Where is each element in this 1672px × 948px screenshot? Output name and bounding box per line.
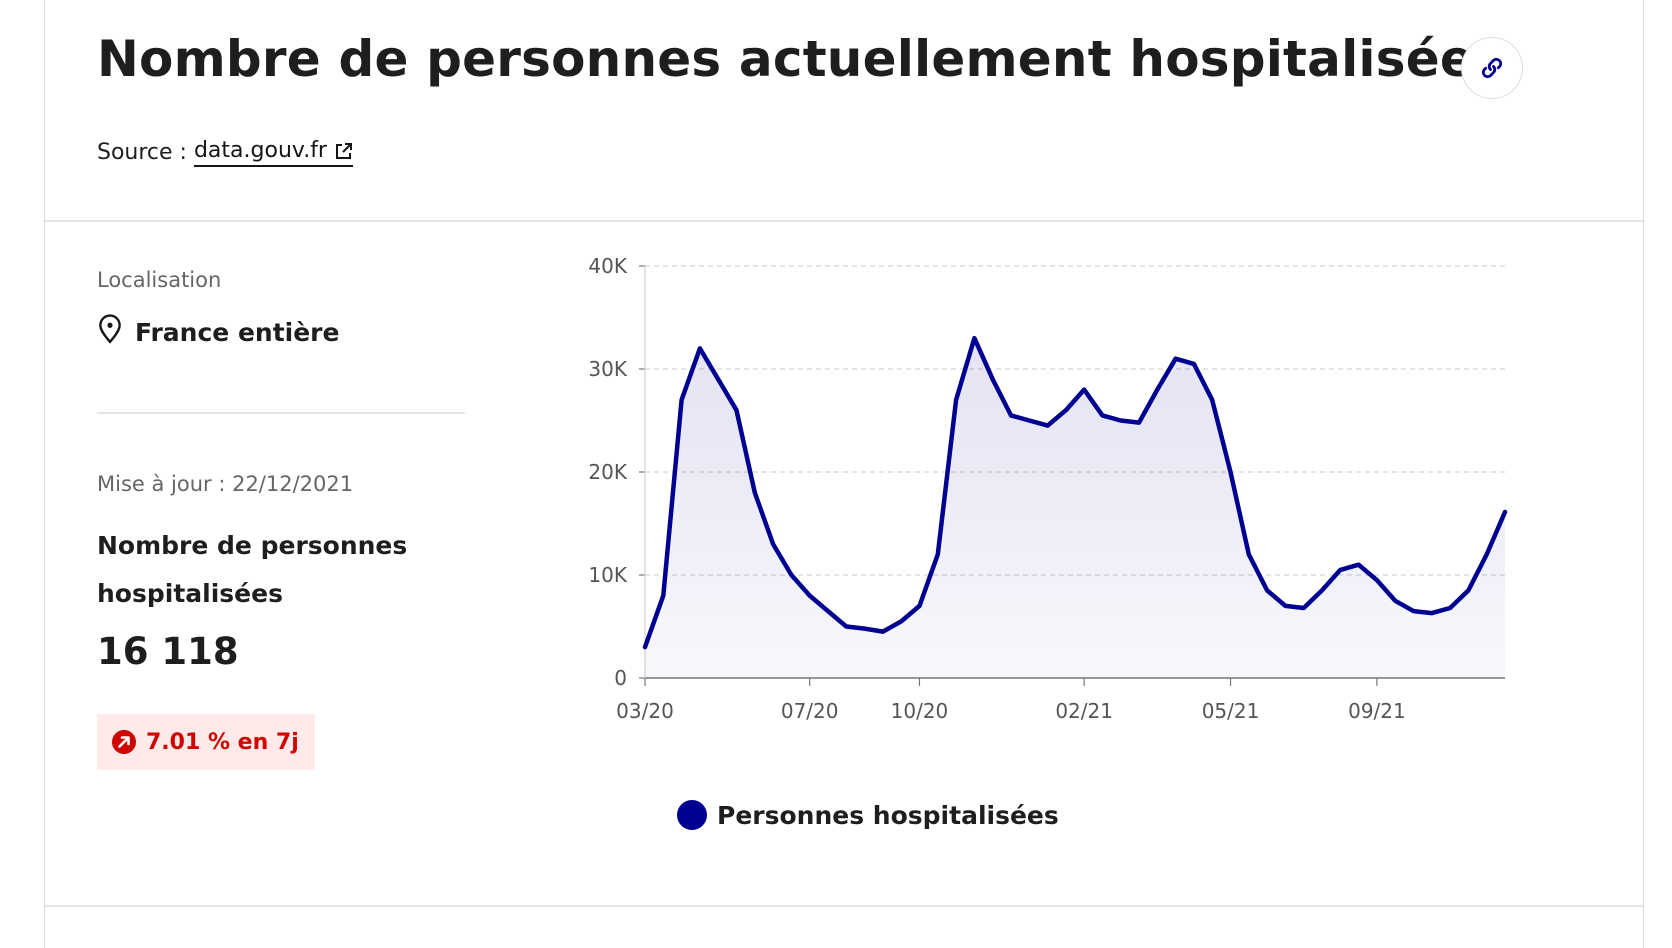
chart-card: Nombre de personnes actuellement hospita…	[44, 0, 1644, 948]
y-tick-label: 10K	[588, 563, 627, 587]
data-point	[1302, 606, 1306, 610]
location-label: Localisation	[97, 268, 222, 292]
data-point	[1229, 470, 1233, 474]
y-axis: 0 10K 20K 30K 40K	[588, 254, 646, 690]
legend-swatch	[677, 800, 707, 830]
source-link[interactable]: data.gouv.fr	[193, 138, 353, 167]
update-date: Mise à jour : 22/12/2021	[97, 472, 354, 496]
data-point	[1338, 568, 1342, 572]
metric-label: Nombre de personnes hospitalisées	[97, 531, 408, 608]
data-point	[680, 398, 684, 402]
source-line: Source : data.gouv.fr	[97, 138, 353, 167]
data-point	[734, 408, 738, 412]
data-point	[1174, 357, 1178, 361]
data-point	[1064, 408, 1068, 412]
data-point	[1320, 588, 1324, 592]
data-point	[643, 645, 647, 649]
series-line	[642, 335, 1508, 650]
data-point	[1009, 413, 1013, 417]
location-selector[interactable]: France entière	[97, 313, 340, 347]
data-point	[1393, 599, 1397, 603]
data-point	[881, 630, 885, 634]
location-value: France entière	[135, 318, 340, 347]
data-point	[899, 619, 903, 623]
data-point	[789, 573, 793, 577]
data-point	[991, 377, 995, 381]
data-point	[661, 594, 665, 598]
arrow-up-right-icon	[112, 730, 136, 754]
data-point	[753, 491, 757, 495]
data-point	[1155, 388, 1159, 392]
x-tick-label: 10/20	[891, 699, 949, 723]
data-point	[954, 398, 958, 402]
data-point	[1119, 419, 1123, 423]
data-point	[1357, 563, 1361, 567]
data-point	[844, 625, 848, 629]
data-point	[808, 594, 812, 598]
series-area	[645, 338, 1505, 678]
x-tick-label: 02/21	[1055, 699, 1113, 723]
legend-label: Personnes hospitalisées	[717, 800, 1059, 830]
data-point	[1503, 510, 1507, 514]
data-point	[1082, 388, 1086, 392]
external-link-icon	[335, 142, 352, 159]
card-header: Nombre de personnes actuellement hospita…	[45, 0, 1643, 222]
data-point	[1046, 424, 1050, 428]
data-point	[1265, 588, 1269, 592]
x-tick-label: 03/20	[616, 699, 674, 723]
data-point	[1448, 606, 1452, 610]
data-point	[1466, 588, 1470, 592]
chart-legend[interactable]: Personnes hospitalisées	[677, 800, 1059, 830]
trend-badge: 7.01 % en 7j	[97, 714, 315, 770]
data-point	[1192, 362, 1196, 366]
card-bottom-divider	[45, 905, 1643, 907]
data-point	[1027, 419, 1031, 423]
data-point	[936, 552, 940, 556]
data-point	[1485, 552, 1489, 556]
data-point	[1283, 604, 1287, 608]
source-link-text: data.gouv.fr	[193, 138, 327, 163]
panel-divider	[97, 412, 465, 414]
data-point	[917, 604, 921, 608]
data-point	[1210, 398, 1214, 402]
data-point	[863, 627, 867, 631]
source-label: Source :	[97, 140, 187, 165]
page-title: Nombre de personnes actuellement hospita…	[97, 30, 1504, 88]
x-tick-label: 09/21	[1348, 699, 1406, 723]
metric-value: 16 118	[97, 630, 239, 673]
y-tick-label: 20K	[588, 460, 627, 484]
data-point	[826, 609, 830, 613]
data-point	[771, 542, 775, 546]
data-point	[972, 336, 976, 340]
data-point	[1375, 578, 1379, 582]
map-pin-icon	[99, 313, 121, 344]
y-tick-label: 0	[614, 666, 627, 690]
link-icon	[1481, 57, 1503, 79]
trend-text: 7.01 % en 7j	[146, 729, 299, 755]
x-axis: 03/20 07/20 10/20 02/21 05/21 09/21	[616, 678, 1406, 723]
data-point	[1247, 552, 1251, 556]
data-point	[716, 377, 720, 381]
data-point	[1137, 421, 1141, 425]
x-tick-label: 05/21	[1202, 699, 1260, 723]
data-point	[1412, 609, 1416, 613]
data-point	[1100, 413, 1104, 417]
data-point	[1430, 611, 1434, 615]
data-point	[698, 346, 702, 350]
copy-link-button[interactable]	[1461, 37, 1523, 99]
x-tick-label: 07/20	[781, 699, 839, 723]
y-tick-label: 40K	[588, 254, 627, 278]
y-tick-label: 30K	[588, 357, 627, 381]
